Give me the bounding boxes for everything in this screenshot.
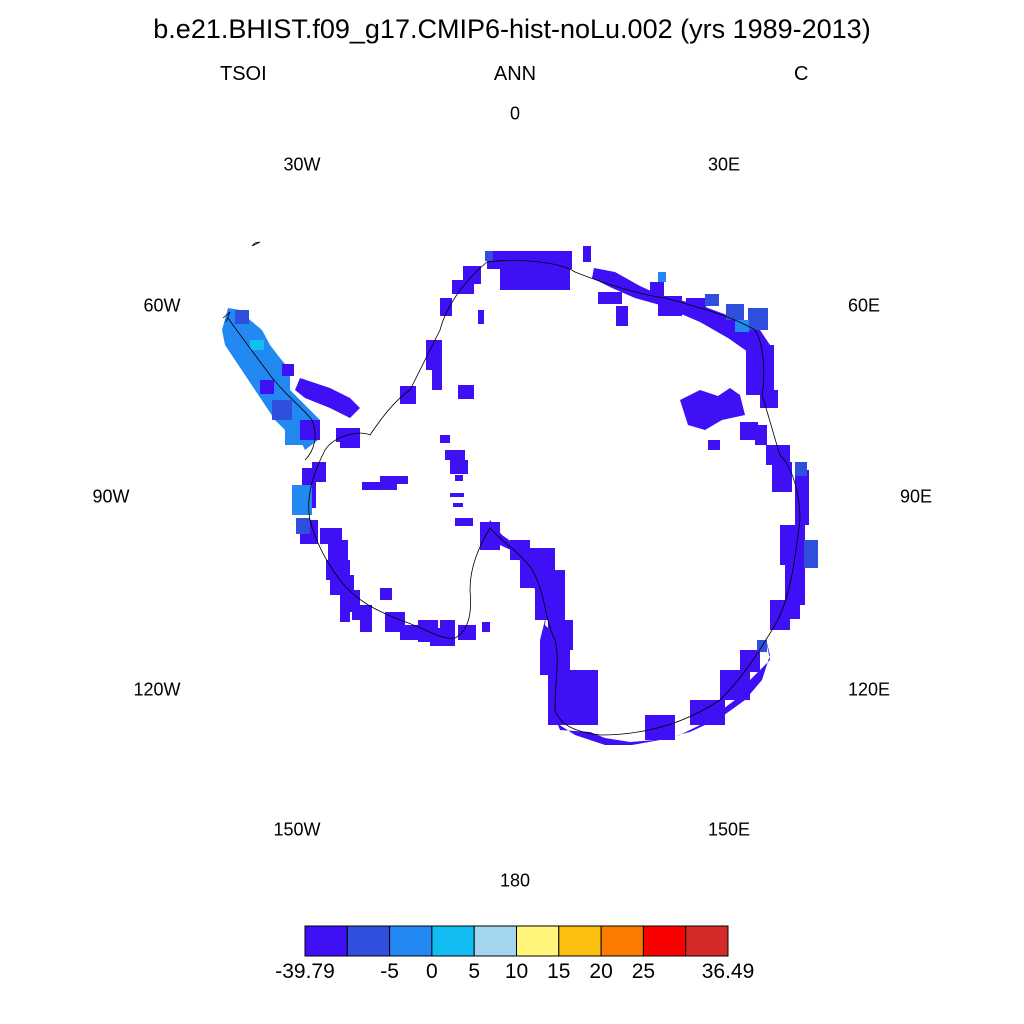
lon-label-120e: 120E — [847, 679, 891, 700]
colorbar-box — [516, 925, 560, 957]
colorbar-label: 5 — [468, 960, 481, 983]
lon-label-90w: 90W — [92, 486, 130, 507]
lon-label-0: 0 — [509, 103, 521, 124]
coastline — [222, 241, 801, 736]
season-label: ANN — [493, 63, 537, 85]
map-title: b.e21.BHIST.f09_g17.CMIP6-hist-noLu.002 … — [153, 14, 871, 44]
colorbar-label: 10 — [504, 960, 529, 983]
units-label: C — [794, 63, 809, 85]
lon-label-30w: 30W — [283, 154, 321, 175]
colorbar-box — [389, 925, 433, 957]
colorbar-box — [558, 925, 602, 957]
colorbar-box — [431, 925, 475, 957]
colorbar-label: 20 — [589, 960, 613, 983]
colorbar-box — [600, 925, 644, 957]
colorbar-label: -39.79 — [275, 960, 335, 983]
soil-temperature-cells — [295, 246, 809, 745]
variable-label: TSOI — [220, 63, 267, 85]
colorbar-box — [346, 925, 391, 957]
lon-label-90e: 90E — [899, 486, 933, 507]
colorbar-label: 36.49 — [701, 960, 755, 983]
colorbar-box — [304, 925, 348, 957]
lon-label-30e: 30E — [707, 154, 741, 175]
colorbar — [304, 925, 729, 957]
lon-label-120w: 120W — [133, 679, 181, 700]
colorbar-label: 0 — [426, 960, 438, 983]
colorbar-box — [685, 925, 729, 957]
lon-label-60w: 60W — [143, 295, 181, 316]
colorbar-label: -5 — [380, 960, 399, 983]
lon-label-60e: 60E — [847, 295, 881, 316]
colorbar-box — [473, 925, 518, 957]
lon-label-180: 180 — [499, 870, 531, 891]
colorbar-label: 15 — [547, 960, 571, 983]
lon-label-150e: 150E — [707, 819, 751, 840]
colorbar-labels: -39.79 -5 0 5 10 15 20 25 36.49 — [0, 960, 1024, 990]
colorbar-box — [642, 925, 687, 957]
colorbar-label: 25 — [631, 960, 656, 983]
lon-label-150w: 150W — [273, 819, 321, 840]
